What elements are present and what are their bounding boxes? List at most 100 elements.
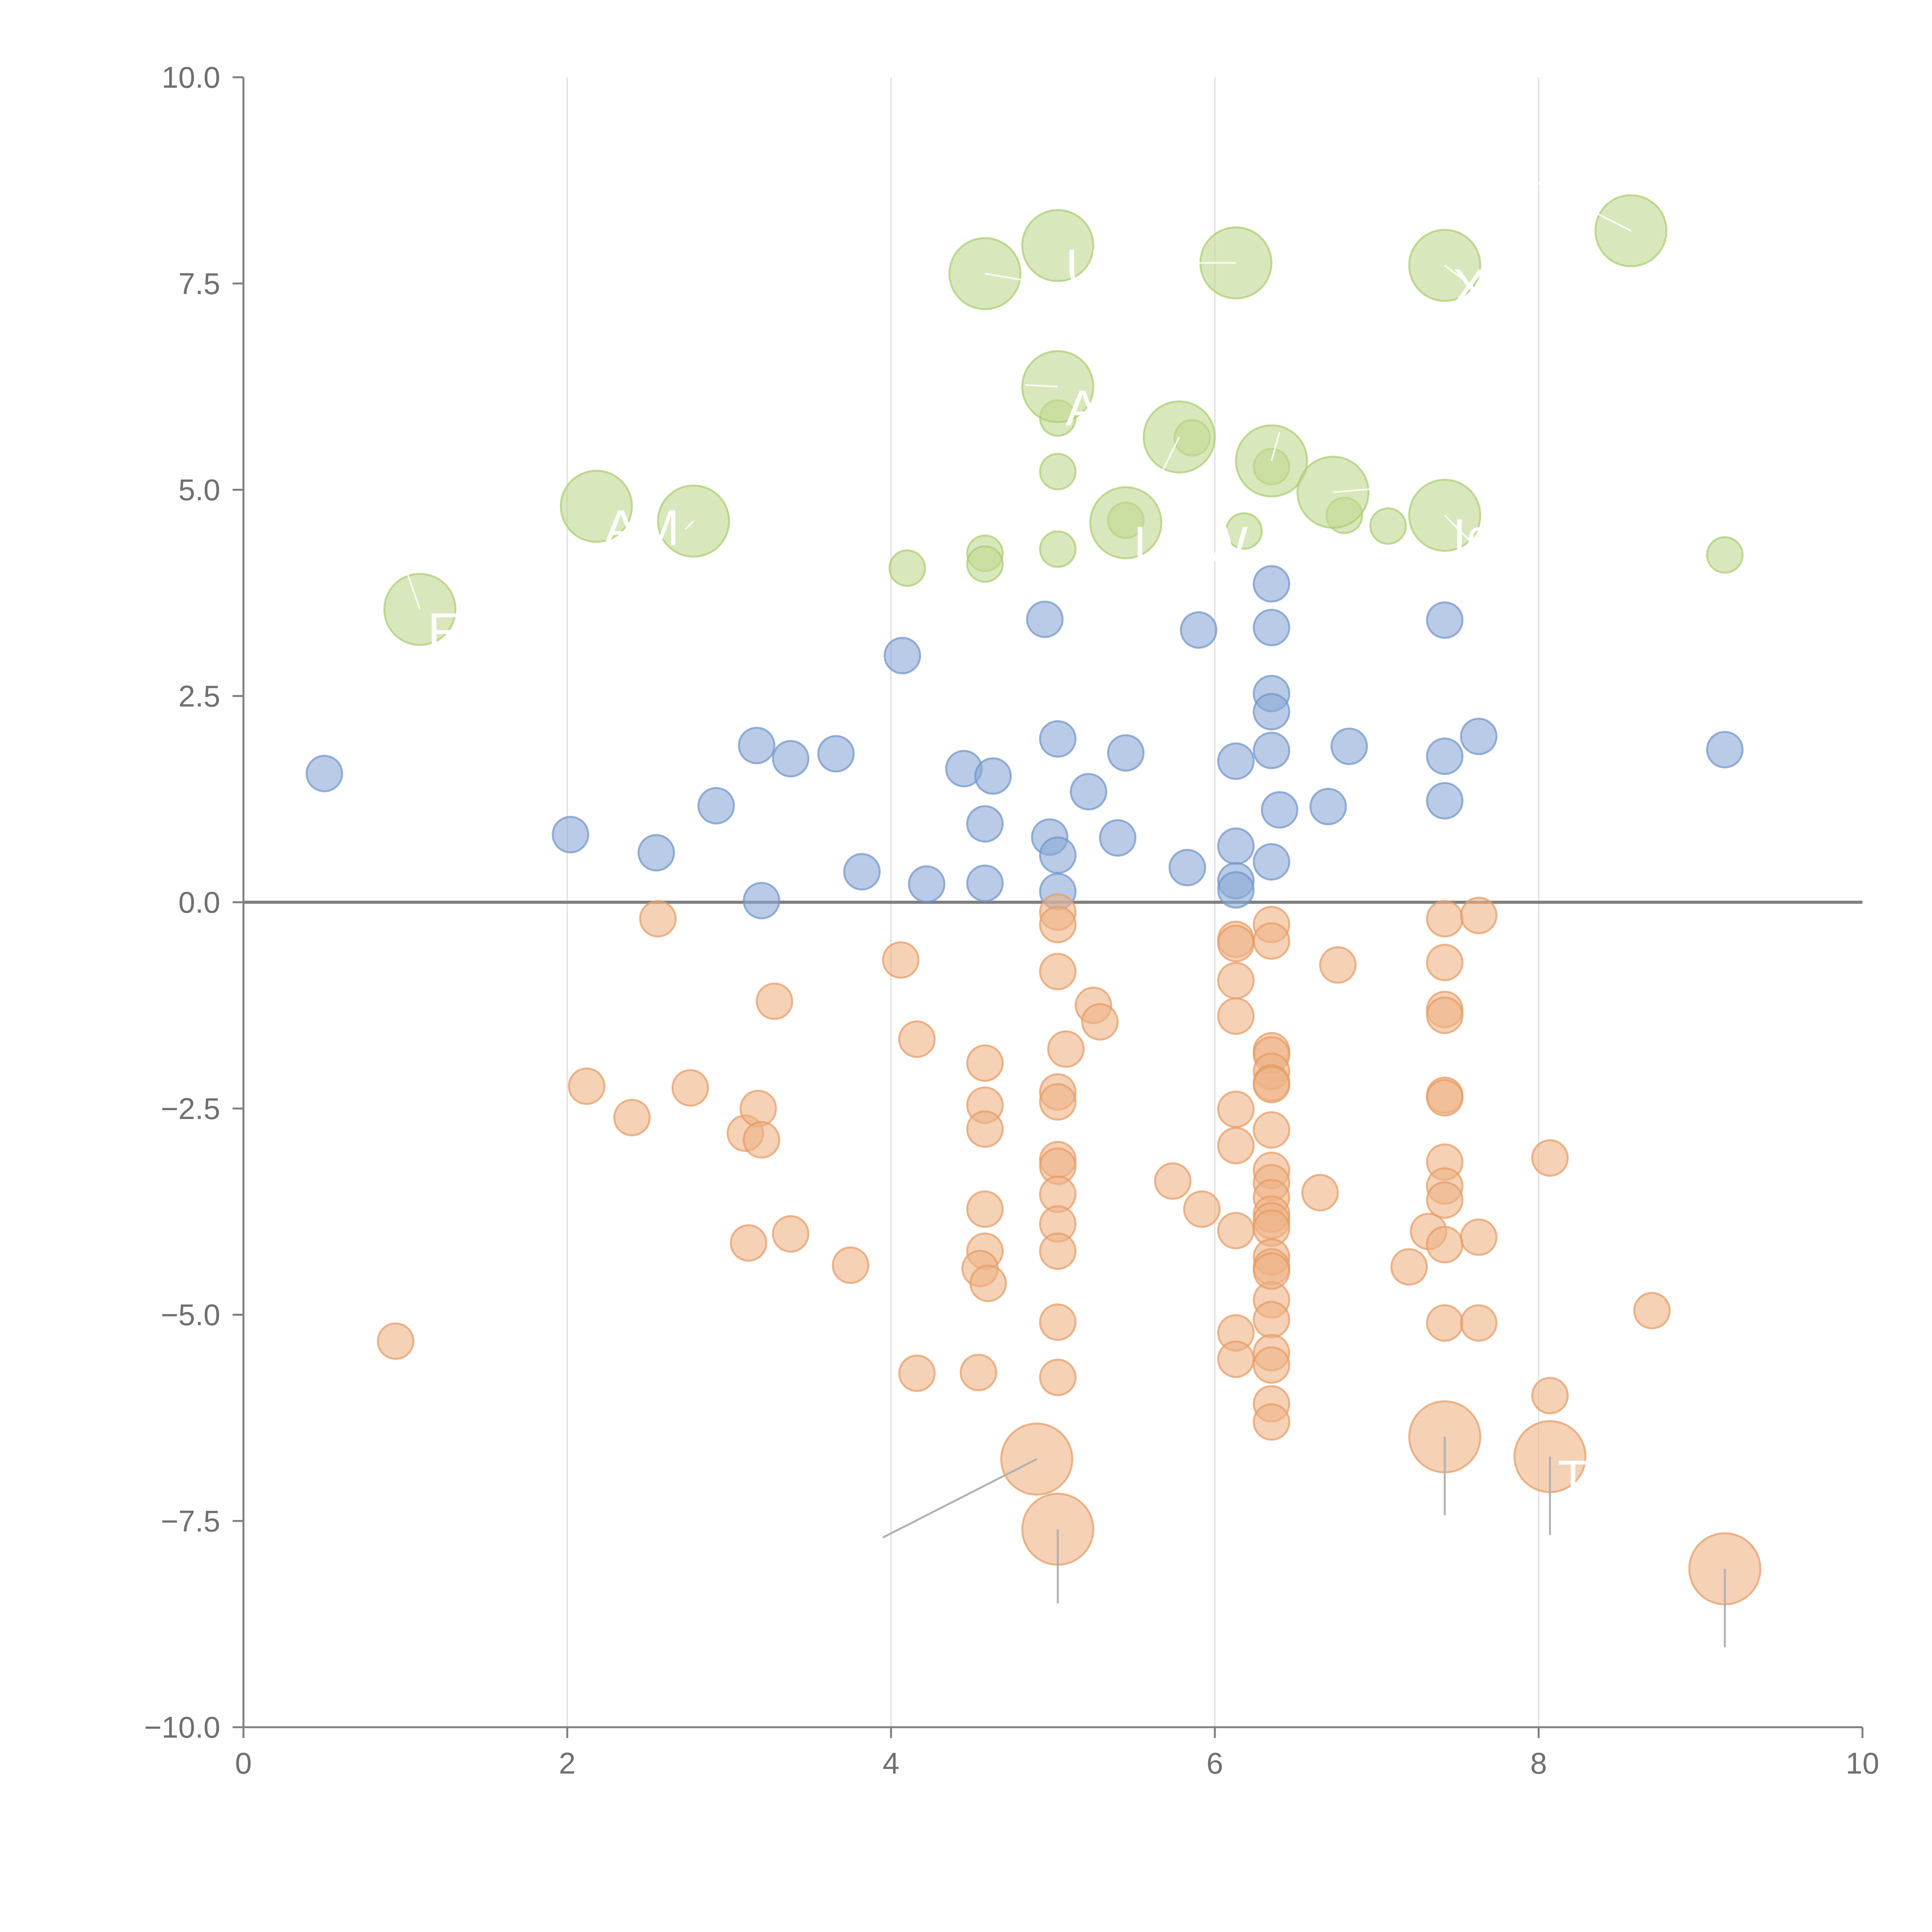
annotation-label: X — [1452, 259, 1486, 315]
negative-point — [1217, 962, 1255, 1000]
annotation-layer: F AM UT A X Ic LOW T — [330, 151, 1726, 1647]
negative-point — [1426, 996, 1464, 1034]
negative-point — [1390, 1248, 1428, 1286]
negative-point — [882, 941, 920, 979]
highlight-point — [1039, 453, 1077, 491]
negative-point — [1217, 1127, 1255, 1165]
positive-point — [738, 726, 776, 764]
negative-point — [1426, 1079, 1464, 1117]
positive-point — [743, 882, 781, 920]
negative-point — [1039, 1083, 1077, 1121]
positive-point — [1026, 600, 1064, 638]
negative-point — [1253, 1252, 1291, 1290]
positive-point — [974, 757, 1012, 795]
negative-point — [898, 1354, 936, 1392]
negative-point — [1039, 1359, 1077, 1396]
negative-point — [1460, 1218, 1498, 1256]
negative-point — [969, 1264, 1007, 1302]
negative-point — [1217, 997, 1255, 1035]
positive-point — [551, 816, 589, 854]
x-tick-label: 4 — [883, 1746, 899, 1780]
positive-point — [1460, 718, 1498, 755]
annotation-leader-line — [1333, 487, 1382, 493]
negative-point — [1039, 906, 1077, 944]
negative-point — [1217, 1212, 1255, 1250]
negative-point — [1531, 1377, 1569, 1415]
positive-point — [1217, 871, 1255, 909]
negative-point — [1301, 1174, 1339, 1212]
highlight-point — [1225, 512, 1263, 550]
y-tick-label: 2.5 — [179, 679, 220, 713]
highlight-point — [1706, 536, 1744, 574]
annotation-leader-line — [1162, 436, 1180, 471]
annotation-label: LOW — [1134, 516, 1248, 572]
negative-point — [739, 1090, 777, 1128]
negative-point — [1154, 1162, 1192, 1200]
positive-point — [1217, 742, 1255, 780]
negative-point — [1253, 1346, 1291, 1384]
upper-large-point — [1021, 209, 1095, 282]
negative-point — [832, 1246, 869, 1284]
x-tick-label: 2 — [559, 1746, 575, 1780]
points-layer — [306, 194, 1762, 1605]
positive-point — [1039, 720, 1077, 758]
annotation-leader-line — [985, 273, 1058, 287]
annotation-leader-line — [1476, 151, 1631, 231]
positive-point — [1253, 731, 1291, 769]
y-tick-label: −2.5 — [161, 1092, 220, 1126]
negative-point — [1460, 896, 1498, 934]
annotation-label: F — [428, 602, 458, 659]
negative-point — [1319, 946, 1357, 984]
y-tick-label: −10.0 — [144, 1710, 220, 1744]
negative-point — [1426, 944, 1464, 981]
positive-point — [1168, 849, 1206, 886]
annotation-leader-line — [1444, 265, 1478, 291]
negative-point — [1426, 1181, 1464, 1219]
positive-point — [908, 865, 946, 903]
positive-point — [1099, 819, 1137, 857]
annotation-label: AM — [604, 499, 679, 556]
highlight-point — [966, 545, 1004, 583]
annotation-label: Ic — [1452, 509, 1492, 565]
positive-point — [1706, 731, 1744, 769]
negative-point — [1039, 1232, 1077, 1270]
positive-point — [1253, 609, 1291, 646]
annotation-leader-line — [685, 520, 694, 530]
annotation-leader-line — [1270, 432, 1281, 461]
y-tick-label: 0.0 — [179, 885, 220, 919]
negative-point — [730, 1224, 767, 1262]
highlight-point — [1039, 530, 1077, 568]
positive-point — [1426, 782, 1464, 820]
annotation-leader-line — [1025, 384, 1058, 388]
negative-point — [613, 1099, 651, 1136]
negative-point — [1426, 900, 1464, 938]
y-tick-label: −5.0 — [161, 1298, 220, 1332]
negative-point — [966, 1190, 1004, 1228]
negative-point — [959, 1354, 997, 1391]
positive-point — [1309, 787, 1347, 825]
negative-point — [755, 982, 793, 1020]
annotation-label: T — [1558, 1450, 1588, 1506]
positive-point — [1217, 827, 1255, 865]
negative-point — [1460, 1304, 1498, 1342]
positive-point — [883, 637, 921, 675]
positive-point — [966, 864, 1004, 902]
negative-point — [639, 900, 677, 938]
y-tick-label: 5.0 — [179, 473, 220, 507]
negative-point — [1253, 1403, 1291, 1441]
annotation-leader-line — [330, 353, 421, 610]
negative-point — [1183, 1190, 1221, 1228]
negative-point — [772, 1215, 810, 1253]
y-tick-label: 7.5 — [179, 267, 220, 301]
negative-point — [671, 1069, 709, 1107]
negative-point — [1081, 1003, 1119, 1041]
negative-point — [1217, 1090, 1255, 1128]
positive-point — [1426, 601, 1464, 639]
positive-point — [1039, 836, 1077, 874]
positive-point — [306, 755, 343, 793]
positive-point — [1253, 693, 1291, 731]
y-tick-label: 10.0 — [162, 60, 220, 94]
x-tick-label: 6 — [1206, 1746, 1223, 1780]
positive-point — [1426, 737, 1464, 775]
